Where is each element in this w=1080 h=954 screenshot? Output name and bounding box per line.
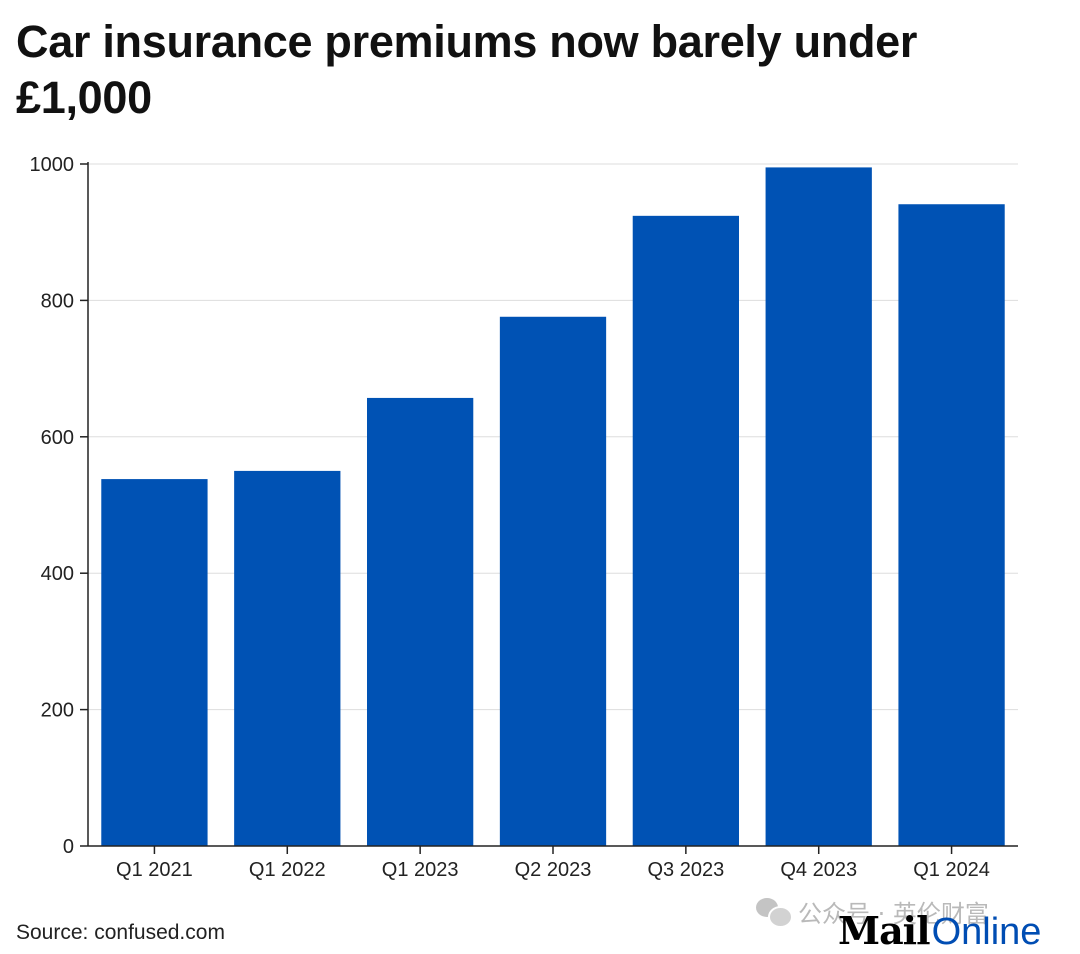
x-tick-label: Q4 2023	[780, 859, 857, 881]
bar	[101, 479, 208, 846]
source-note: Source: confused.com	[16, 921, 225, 944]
y-tick-label: 0	[63, 836, 74, 858]
logo-mail-text: Mail	[838, 908, 931, 953]
mailonline-logo: Mail Online	[838, 908, 1041, 954]
bar	[632, 215, 739, 846]
x-tick-label: Q2 2023	[515, 859, 592, 881]
x-tick-label: Q3 2023	[647, 859, 724, 881]
y-tick-label: 600	[41, 427, 74, 449]
x-tick-label: Q1 2021	[116, 859, 193, 881]
bar	[367, 397, 474, 846]
chart-title: Car insurance premiums now barely under …	[16, 16, 918, 123]
y-tick-label: 200	[41, 700, 74, 722]
wechat-watermark: 公众号 · 英伦财富	[756, 894, 989, 929]
bar	[234, 470, 341, 846]
x-tick-label: Q1 2023	[382, 859, 459, 881]
logo-online-text: Online	[931, 911, 1042, 953]
bar	[765, 167, 872, 846]
x-tick-label: Q1 2024	[913, 859, 990, 881]
bar	[499, 316, 607, 846]
y-tick-label: 400	[41, 563, 74, 585]
bar	[898, 204, 1005, 846]
watermark-text: 公众号 · 英伦财富	[798, 900, 989, 928]
y-tick-label: 800	[41, 290, 74, 312]
y-tick-label: 1000	[30, 154, 75, 176]
wechat-icon	[756, 897, 793, 928]
x-tick-label: Q1 2022	[249, 859, 326, 881]
